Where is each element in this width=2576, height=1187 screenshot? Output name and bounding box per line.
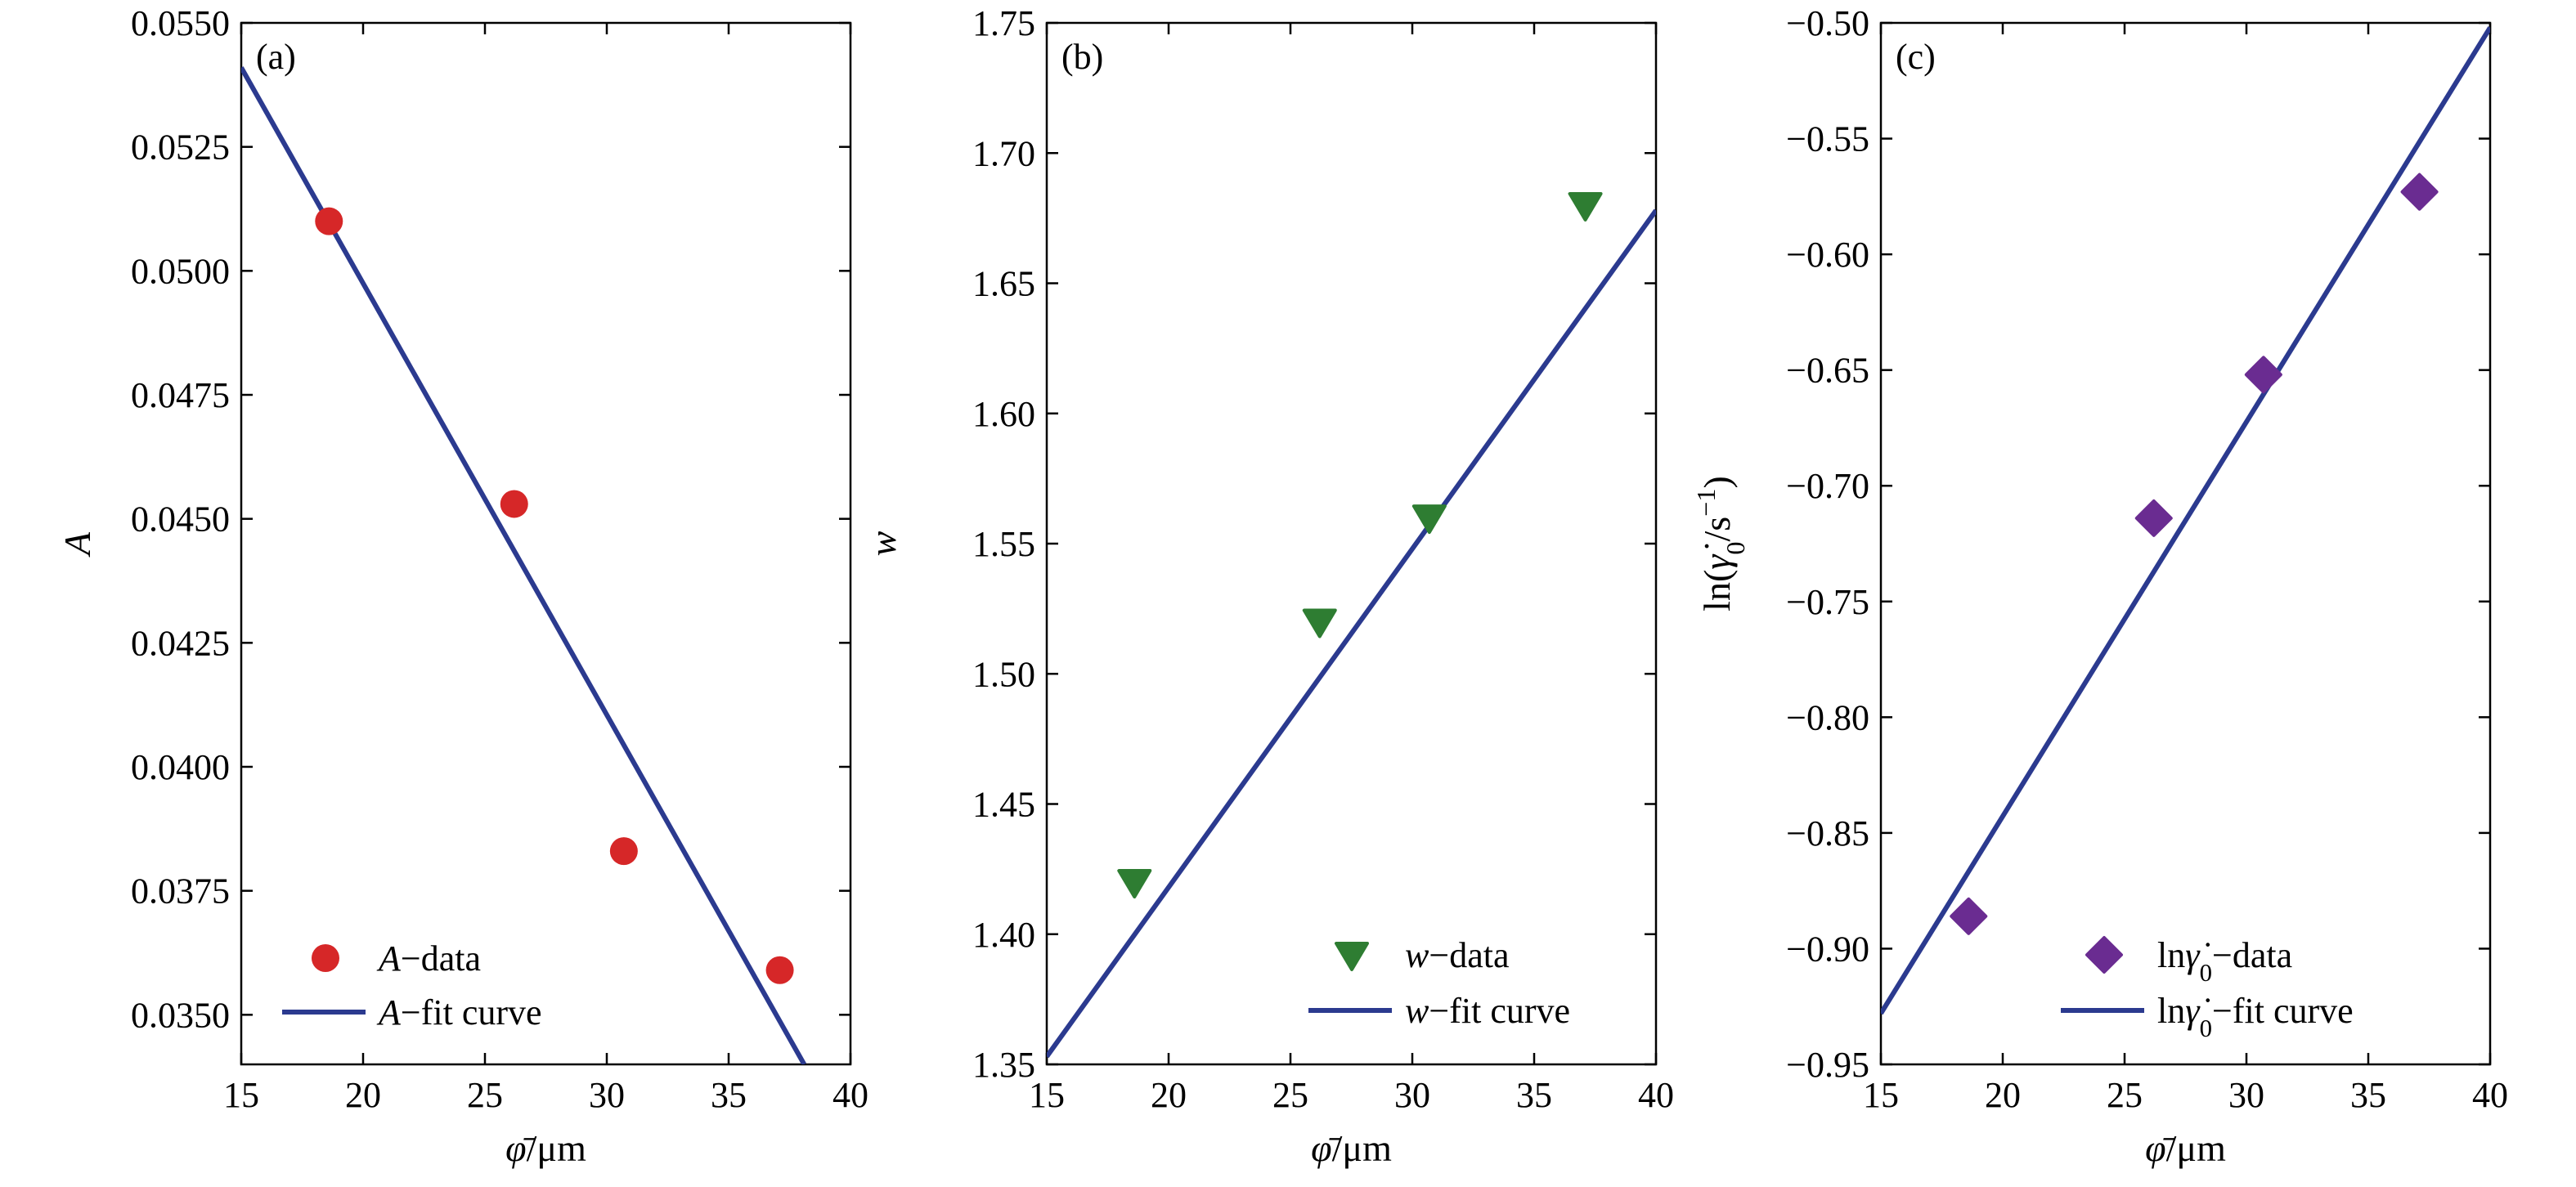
legend-label: A−data	[376, 938, 481, 979]
data-point	[1302, 608, 1337, 638]
data-point	[2134, 499, 2173, 537]
y-tick-label: −0.75	[1786, 582, 1869, 622]
x-tick-label: 35	[2350, 1075, 2386, 1115]
x-tick-label: 25	[1272, 1075, 1308, 1115]
panel-b: 15 20 25 30 35 40 1.35 1.40 1.45 1.50 1.55 1.60 1.65…	[862, 3, 1674, 1169]
data-point	[2400, 172, 2439, 211]
y-axis-title: w	[862, 531, 904, 556]
panel-a: 15 20 25 30 35 40 0.0350 0.0375 0.0400 0.0425 0.04…	[56, 3, 868, 1169]
y-axis-title: ln(γ̇0/s−1)	[1691, 476, 1750, 611]
fit-line	[1881, 26, 2490, 1015]
legend-label: w−fit curve	[1405, 991, 1570, 1031]
y-tick-label: 0.0350	[131, 995, 230, 1035]
legend-marker	[2085, 936, 2123, 974]
panel-label: (a)	[256, 37, 296, 77]
plot-frame	[1045, 21, 1658, 1066]
x-tick-label: 15	[223, 1075, 259, 1115]
y-tick-label: 1.60	[972, 394, 1035, 434]
y-tick-label: −0.50	[1786, 3, 1869, 43]
legend-marker	[312, 944, 339, 972]
x-tick-label: 20	[1151, 1075, 1187, 1115]
x-tick-label: 30	[589, 1075, 625, 1115]
legend-label: lnγ̇0−fit curve	[2157, 991, 2354, 1042]
x-tick-label: 35	[1516, 1075, 1552, 1115]
y-tick-label: 0.0475	[131, 375, 230, 415]
panel-label: (b)	[1061, 37, 1103, 77]
plot-area	[1047, 191, 1656, 1059]
x-tick-label: 20	[345, 1075, 381, 1115]
data-point	[765, 956, 794, 984]
y-tick-label: 1.65	[972, 264, 1035, 304]
data-point	[315, 207, 343, 235]
x-tick-label: 30	[2228, 1075, 2264, 1115]
y-tick-label: −0.65	[1786, 351, 1869, 391]
legend: w−data w−fit curve	[1308, 935, 1570, 1031]
y-tick-label: −0.85	[1786, 813, 1869, 853]
y-tick-label: 0.0375	[131, 871, 230, 912]
data-point	[1568, 191, 1603, 222]
x-tick-label: 20	[1985, 1075, 2021, 1115]
y-axis-title: A	[56, 531, 98, 558]
x-axis-title: φ̄/μm	[2145, 1127, 2226, 1169]
legend-marker	[1335, 942, 1369, 971]
y-tick-label: −0.70	[1786, 466, 1869, 506]
x-axis-title: φ̄/μm	[1311, 1127, 1392, 1169]
y-tick-label: 1.75	[972, 3, 1035, 43]
y-tick-label: −0.60	[1786, 235, 1869, 275]
legend-label: A−fit curve	[376, 992, 542, 1032]
y-tick-label: 0.0550	[131, 3, 230, 43]
y-tick-label: −0.55	[1786, 119, 1869, 159]
y-tick-label: 1.55	[972, 524, 1035, 564]
plot-frame	[240, 21, 852, 1066]
y-tick-label: 0.0425	[131, 623, 230, 663]
x-tick-label: 30	[1394, 1075, 1430, 1115]
x-tick-label: 15	[1863, 1075, 1899, 1115]
panel-c: 15 20 25 30 35 40 −0.95 −0.90 −0.85 −0.80 −0.75 −0.…	[1691, 3, 2508, 1169]
data-point	[1411, 504, 1447, 535]
fit-line	[1047, 208, 1656, 1059]
data-point	[1950, 897, 1988, 935]
y-tick-label: 1.40	[972, 915, 1035, 955]
y-tick-label: 1.70	[972, 133, 1035, 173]
plot-area	[1881, 26, 2490, 1015]
data-point	[500, 490, 528, 518]
x-tick-label: 25	[467, 1075, 503, 1115]
y-tick-label: −0.90	[1786, 929, 1869, 969]
x-tick-label: 35	[711, 1075, 747, 1115]
data-point	[609, 837, 638, 866]
data-point	[1117, 869, 1152, 899]
plot-frame	[1879, 21, 2492, 1066]
panel-label: (c)	[1896, 37, 1936, 77]
y-tick-label: −0.80	[1786, 697, 1869, 737]
y-tick-label: 1.45	[972, 785, 1035, 825]
y-tick-label: 0.0500	[131, 251, 230, 291]
y-tick-label: 0.0450	[131, 499, 230, 540]
x-tick-label: 15	[1029, 1075, 1065, 1115]
y-tick-label: 1.50	[972, 654, 1035, 694]
legend-label: lnγ̇0−data	[2157, 935, 2292, 987]
plot-area	[241, 66, 806, 1064]
x-tick-label: 40	[2472, 1075, 2508, 1115]
x-axis-title: φ̄/μm	[505, 1127, 586, 1169]
y-tick-label: 0.0400	[131, 747, 230, 787]
legend: A−data A−fit curve	[282, 938, 542, 1032]
data-point	[2244, 356, 2282, 394]
x-tick-label: 40	[832, 1075, 868, 1115]
y-tick-label: 1.35	[972, 1045, 1035, 1085]
x-tick-label: 40	[1638, 1075, 1674, 1115]
y-tick-label: −0.95	[1786, 1045, 1869, 1085]
x-tick-label: 25	[2107, 1075, 2143, 1115]
y-tick-label: 0.0525	[131, 128, 230, 168]
legend-label: w−data	[1405, 935, 1509, 975]
